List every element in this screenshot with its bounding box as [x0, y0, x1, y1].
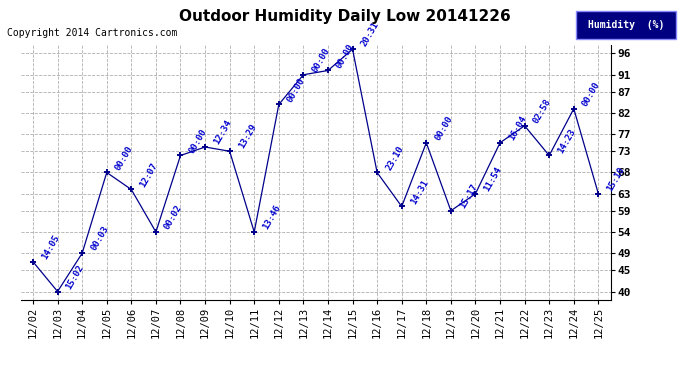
Text: 00:00: 00:00: [286, 76, 307, 104]
Text: Humidity  (%): Humidity (%): [588, 20, 664, 30]
Text: 12:34: 12:34: [212, 118, 233, 146]
Text: Outdoor Humidity Daily Low 20141226: Outdoor Humidity Daily Low 20141226: [179, 9, 511, 24]
Text: 15:17: 15:17: [458, 182, 479, 210]
Text: 14:31: 14:31: [408, 178, 430, 206]
Text: 11:54: 11:54: [482, 165, 504, 193]
Text: 13:29: 13:29: [237, 123, 258, 150]
Text: 00:00: 00:00: [188, 127, 208, 155]
Text: 00:03: 00:03: [89, 225, 110, 252]
Text: 14:23: 14:23: [556, 127, 578, 155]
Text: 00:00: 00:00: [433, 114, 455, 142]
Text: 15:02: 15:02: [65, 263, 86, 291]
Text: 14:05: 14:05: [40, 233, 61, 261]
Text: 00:00: 00:00: [310, 46, 332, 74]
Text: 12:07: 12:07: [138, 161, 159, 189]
Text: 00:00: 00:00: [335, 42, 356, 70]
Text: 13:46: 13:46: [262, 204, 282, 231]
Text: 23:10: 23:10: [384, 144, 405, 172]
Text: 20:31: 20:31: [359, 21, 381, 48]
Text: 16:04: 16:04: [507, 114, 529, 142]
Text: 00:00: 00:00: [114, 144, 135, 172]
Text: 02:58: 02:58: [531, 97, 553, 125]
Text: 00:00: 00:00: [581, 80, 602, 108]
Text: Copyright 2014 Cartronics.com: Copyright 2014 Cartronics.com: [7, 28, 177, 38]
Text: 15:10: 15:10: [605, 165, 627, 193]
Text: 00:02: 00:02: [163, 204, 184, 231]
